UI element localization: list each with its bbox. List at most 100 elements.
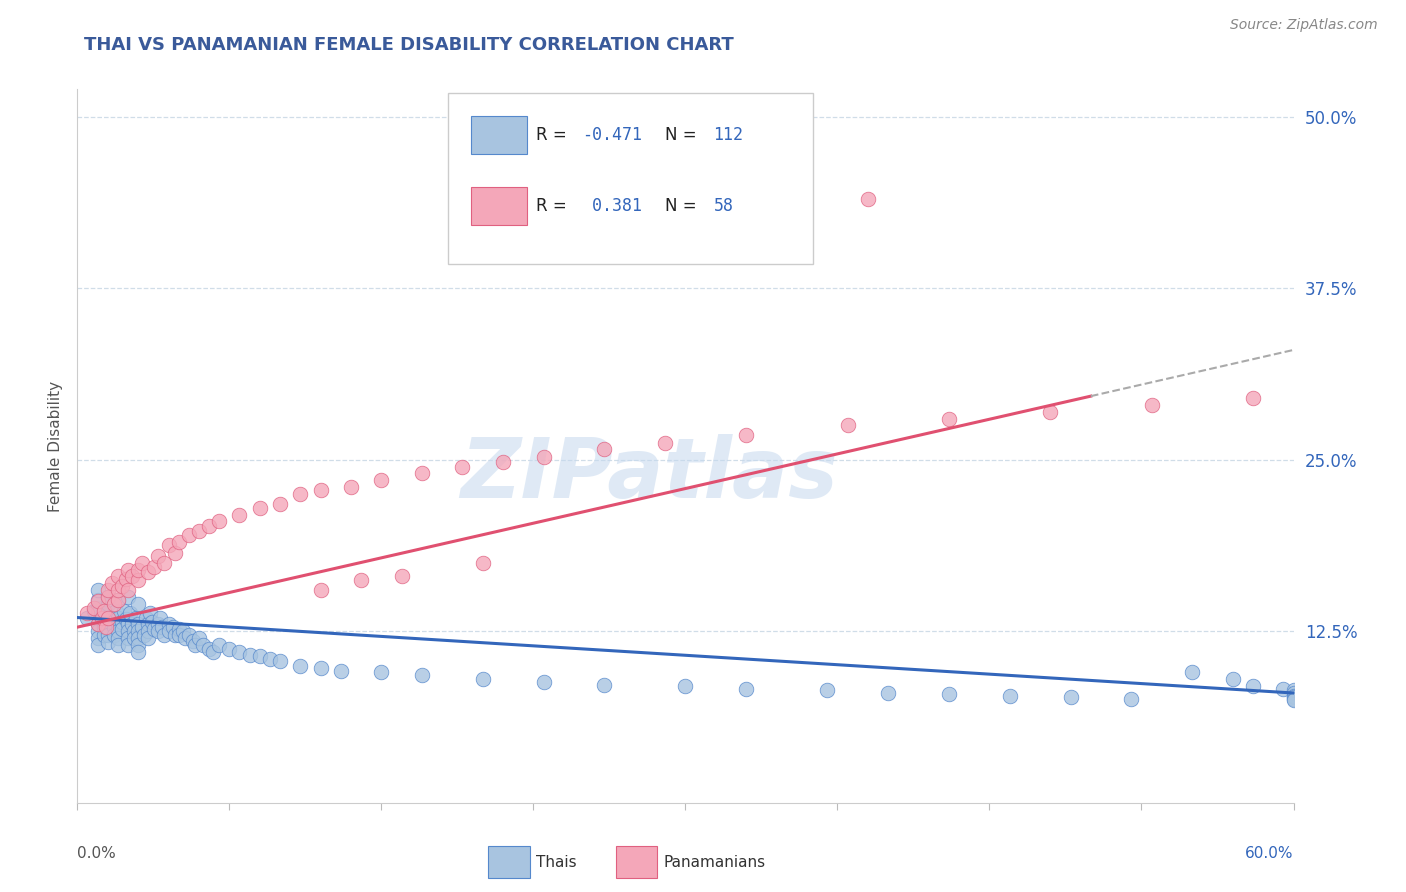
Point (107, 583, 129, 598)
Point (121, 617, 143, 632)
Point (654, 436, 676, 450)
Point (1241, 679, 1264, 693)
Point (101, 610, 124, 624)
Point (127, 624, 149, 639)
Text: 60.0%: 60.0% (1246, 846, 1294, 861)
Point (139, 607, 162, 621)
Point (329, 664, 352, 678)
Point (163, 628, 186, 642)
FancyBboxPatch shape (488, 847, 530, 878)
Point (136, 617, 159, 632)
Point (86, 638, 108, 652)
Point (259, 651, 281, 665)
Point (1282, 686, 1305, 700)
Point (1282, 683, 1305, 698)
Point (1282, 691, 1305, 706)
Y-axis label: Female Disability: Female Disability (48, 380, 63, 512)
Point (370, 665, 392, 680)
Point (111, 615, 134, 629)
Point (97, 597, 120, 611)
Point (1222, 673, 1244, 687)
Text: -0.471: -0.471 (582, 126, 643, 144)
Point (290, 487, 312, 501)
Point (593, 678, 616, 692)
Point (101, 576, 124, 591)
Point (1140, 398, 1163, 412)
Point (411, 668, 433, 682)
Point (127, 597, 149, 611)
Point (228, 645, 250, 659)
Point (163, 546, 186, 560)
Point (136, 624, 159, 639)
Point (90, 613, 112, 627)
Point (208, 515, 231, 529)
Point (1272, 681, 1295, 696)
Point (118, 607, 141, 621)
Point (269, 655, 291, 669)
Point (125, 610, 148, 624)
Point (131, 620, 153, 634)
Point (675, 679, 697, 693)
Point (107, 624, 129, 639)
Point (136, 566, 159, 580)
Point (1282, 689, 1305, 703)
Point (184, 638, 207, 652)
Point (218, 642, 240, 657)
Point (1121, 691, 1143, 706)
Point (117, 624, 139, 639)
Point (157, 624, 180, 639)
FancyBboxPatch shape (449, 93, 813, 264)
Point (856, 192, 879, 206)
Point (1059, 690, 1081, 705)
Point (127, 638, 149, 652)
Point (533, 450, 555, 464)
Text: THAI VS PANAMANIAN FEMALE DISABILITY CORRELATION CHART: THAI VS PANAMANIAN FEMALE DISABILITY COR… (84, 36, 734, 54)
Point (93, 620, 115, 634)
Point (149, 610, 172, 624)
Point (1181, 665, 1204, 680)
Point (121, 569, 143, 583)
Point (492, 455, 515, 469)
Point (83, 601, 105, 615)
Point (1282, 690, 1305, 705)
Point (86, 601, 108, 615)
Point (391, 569, 413, 583)
Point (107, 617, 129, 632)
Point (198, 642, 221, 657)
Point (97, 583, 120, 598)
Text: Source: ZipAtlas.com: Source: ZipAtlas.com (1230, 18, 1378, 32)
Point (471, 673, 494, 687)
Point (127, 645, 149, 659)
Point (411, 467, 433, 481)
Point (350, 574, 373, 588)
Point (340, 480, 363, 494)
Point (157, 617, 180, 632)
Point (167, 622, 190, 636)
Text: N =: N = (665, 126, 696, 144)
Point (117, 631, 139, 645)
Point (107, 631, 129, 645)
Point (370, 473, 392, 487)
Point (117, 617, 139, 632)
Point (103, 628, 125, 642)
Point (86, 617, 108, 632)
Text: R =: R = (536, 197, 567, 215)
Point (76, 610, 98, 624)
Text: Panamanians: Panamanians (664, 855, 766, 870)
Point (451, 459, 474, 474)
Point (228, 508, 250, 522)
Point (290, 658, 312, 673)
Point (94, 607, 117, 621)
Point (173, 631, 195, 645)
Point (107, 569, 129, 583)
Point (593, 442, 616, 456)
Point (877, 686, 900, 700)
Point (177, 528, 200, 542)
Point (86, 592, 108, 607)
Point (107, 592, 129, 607)
Point (122, 624, 145, 639)
Point (97, 610, 120, 624)
Point (735, 681, 758, 696)
Point (127, 631, 149, 645)
Point (97, 628, 120, 642)
